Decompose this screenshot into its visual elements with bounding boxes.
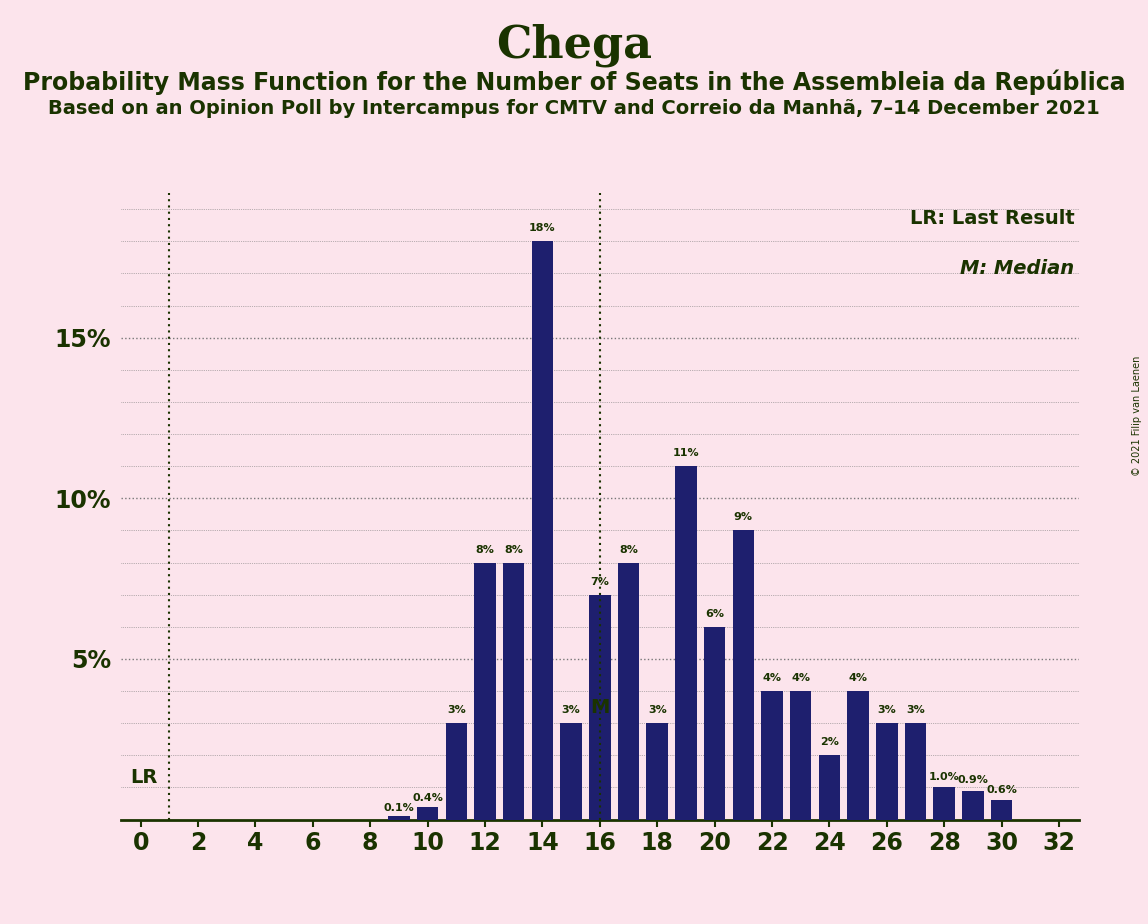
Text: 3%: 3% (447, 705, 466, 715)
Text: 3%: 3% (877, 705, 897, 715)
Bar (933, 787, 955, 820)
Bar (503, 563, 525, 820)
Text: Chega: Chega (496, 23, 652, 67)
Text: M: Median: M: Median (960, 259, 1075, 278)
Bar (560, 723, 582, 820)
Bar (675, 467, 697, 820)
Text: Probability Mass Function for the Number of Seats in the Assembleia da República: Probability Mass Function for the Number… (23, 69, 1125, 95)
Text: 8%: 8% (504, 544, 523, 554)
Text: Based on an Opinion Poll by Intercampus for CMTV and Correio da Manhã, 7–14 Dece: Based on an Opinion Poll by Intercampus … (48, 99, 1100, 118)
Text: © 2021 Filip van Laenen: © 2021 Filip van Laenen (1132, 356, 1142, 476)
Bar (876, 723, 898, 820)
Bar (589, 595, 611, 820)
Bar (646, 723, 668, 820)
Text: 0.9%: 0.9% (957, 775, 988, 784)
Bar (618, 563, 639, 820)
Text: 6%: 6% (705, 609, 724, 619)
Text: 9%: 9% (734, 513, 753, 522)
Bar (905, 723, 926, 820)
Bar (417, 807, 439, 820)
Bar (388, 817, 410, 820)
Text: 3%: 3% (561, 705, 581, 715)
Text: 2%: 2% (820, 737, 839, 748)
Text: 8%: 8% (475, 544, 495, 554)
Text: 7%: 7% (590, 577, 610, 587)
Text: 4%: 4% (791, 673, 810, 683)
Text: 4%: 4% (848, 673, 868, 683)
Bar (761, 691, 783, 820)
Bar (704, 626, 726, 820)
Text: 1.0%: 1.0% (929, 772, 960, 782)
Text: 18%: 18% (529, 224, 556, 233)
Text: 4%: 4% (762, 673, 782, 683)
Text: M: M (590, 698, 610, 717)
Bar (991, 800, 1013, 820)
Text: LR: LR (131, 769, 157, 787)
Text: 8%: 8% (619, 544, 638, 554)
Text: 0.4%: 0.4% (412, 793, 443, 803)
Text: 0.6%: 0.6% (986, 784, 1017, 795)
Text: LR: Last Result: LR: Last Result (909, 209, 1075, 228)
Bar (532, 241, 553, 820)
Bar (847, 691, 869, 820)
Text: 3%: 3% (647, 705, 667, 715)
Text: 11%: 11% (673, 448, 699, 458)
Bar (790, 691, 812, 820)
Text: 0.1%: 0.1% (383, 803, 414, 812)
Bar (962, 791, 984, 820)
Bar (732, 530, 754, 820)
Bar (819, 755, 840, 820)
Bar (474, 563, 496, 820)
Bar (445, 723, 467, 820)
Text: 3%: 3% (906, 705, 925, 715)
